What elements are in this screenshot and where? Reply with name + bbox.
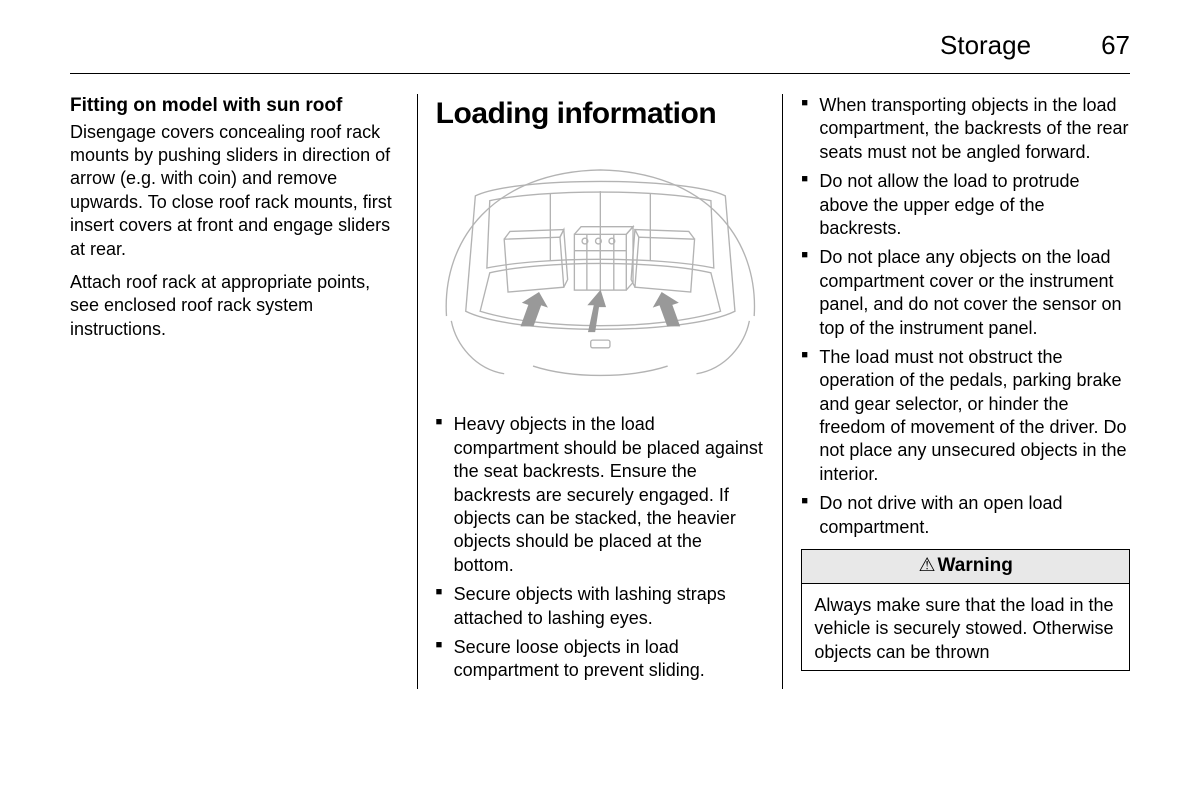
list-item: Secure objects with lashing straps attac… xyxy=(436,583,765,630)
column-1: Fitting on model with sun roof Disengage… xyxy=(70,94,418,689)
warning-icon: ⚠ xyxy=(919,554,936,579)
list-item: Heavy objects in the load compartment sh… xyxy=(436,413,765,577)
list-item: When transporting objects in the load co… xyxy=(801,94,1130,164)
column-2: Loading information xyxy=(418,94,784,689)
warning-body: Always make sure that the load in the ve… xyxy=(802,584,1129,670)
warning-header: ⚠Warning xyxy=(802,550,1129,584)
list-item: Do not drive with an open load compartme… xyxy=(801,492,1130,539)
list-item: Secure loose objects in load compartment… xyxy=(436,636,765,683)
col3-bullets: When transporting objects in the load co… xyxy=(801,94,1130,539)
col2-bullets: Heavy objects in the load compartment sh… xyxy=(436,413,765,682)
list-item: The load must not obstruct the operation… xyxy=(801,346,1130,486)
content-columns: Fitting on model with sun roof Disengage… xyxy=(70,94,1130,689)
col1-para2: Attach roof rack at appropriate points, … xyxy=(70,271,399,341)
trunk-loading-illustration xyxy=(436,143,765,393)
warning-box: ⚠Warning Always make sure that the load … xyxy=(801,549,1130,671)
section-title: Storage xyxy=(940,30,1031,61)
col1-subheading: Fitting on model with sun roof xyxy=(70,94,399,119)
col2-heading: Loading information xyxy=(436,94,765,133)
warning-label: Warning xyxy=(938,555,1013,576)
list-item: Do not allow the load to protrude above … xyxy=(801,170,1130,240)
page-header: Storage 67 xyxy=(70,30,1130,74)
manual-page: Storage 67 Fitting on model with sun roo… xyxy=(0,0,1200,709)
list-item: Do not place any objects on the load com… xyxy=(801,246,1130,340)
column-3: When transporting objects in the load co… xyxy=(783,94,1130,689)
col1-para1: Disengage covers concealing roof rack mo… xyxy=(70,121,399,261)
page-number: 67 xyxy=(1101,30,1130,61)
